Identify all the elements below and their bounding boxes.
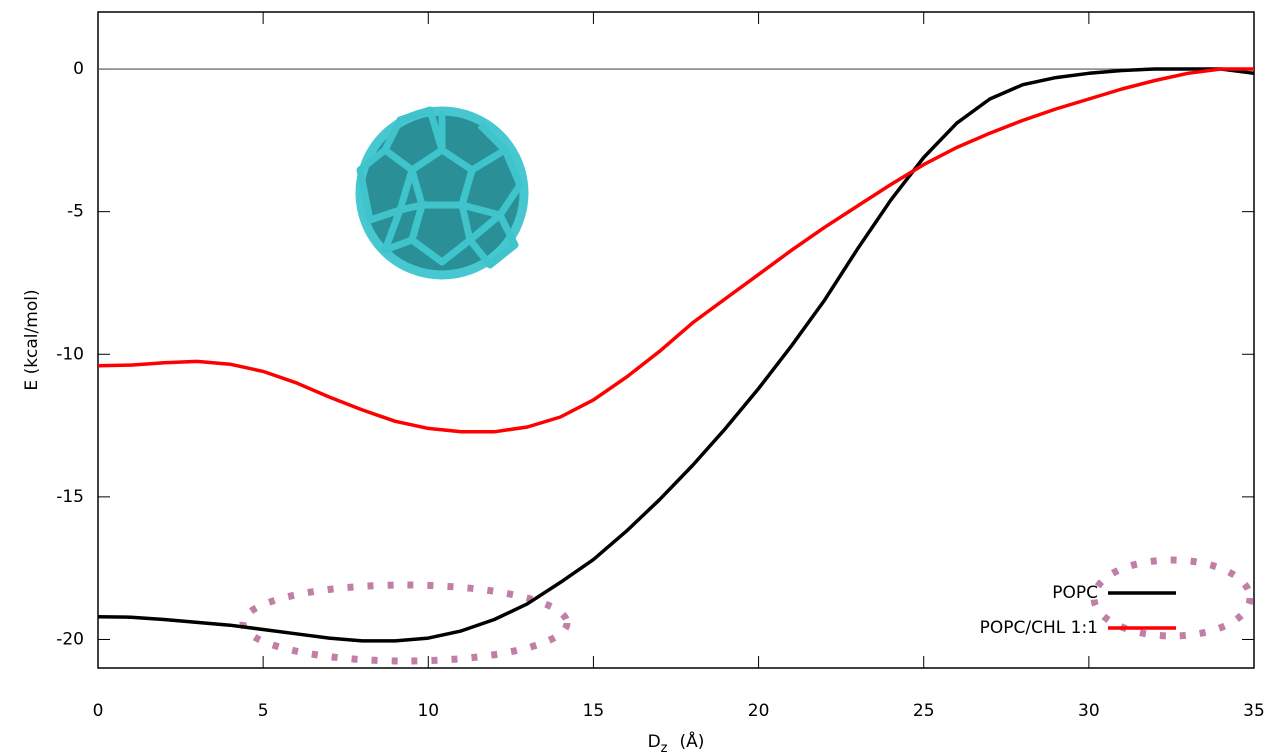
y-tick-label: -10 — [56, 344, 84, 364]
legend-label: POPC — [1052, 583, 1098, 603]
x-tick-label: 15 — [583, 701, 605, 721]
x-tick-label: 5 — [258, 701, 269, 721]
fullerene — [360, 110, 524, 275]
chart: Dz (Å) E (kcal/mol) 0 5 10 15 20 25 30 35 -20 -15 -… — [0, 0, 1272, 755]
series-line — [98, 69, 1254, 432]
x-tick-label: 30 — [1078, 701, 1100, 721]
x-tick-label: 20 — [748, 701, 770, 721]
y-tick-label: -20 — [56, 629, 84, 649]
x-tick-label: 0 — [93, 701, 104, 721]
annotation-ellipses — [243, 560, 1250, 661]
y-tick-label: -15 — [56, 487, 84, 507]
legend-label: POPC/CHL 1:1 — [980, 618, 1098, 638]
plot-frame — [98, 12, 1254, 668]
x-tick-label: 35 — [1243, 701, 1265, 721]
x-axis-label-unit: (Å) — [680, 730, 705, 752]
x-axis-label: Dz (Å) — [648, 730, 705, 755]
page: Dz (Å) E (kcal/mol) 0 5 10 15 20 25 30 35 -20 -15 -… — [0, 0, 1272, 755]
x-tick-label: 10 — [417, 701, 439, 721]
x-axis-label-main: D — [648, 732, 661, 752]
x-axis-label-sub: z — [661, 741, 668, 755]
y-tick-label: -5 — [67, 202, 84, 222]
y-tick-label: 0 — [73, 59, 84, 79]
series-line — [98, 69, 1254, 641]
x-tick-label: 25 — [913, 701, 935, 721]
y-axis-label: E (kcal/mol) — [22, 289, 42, 390]
